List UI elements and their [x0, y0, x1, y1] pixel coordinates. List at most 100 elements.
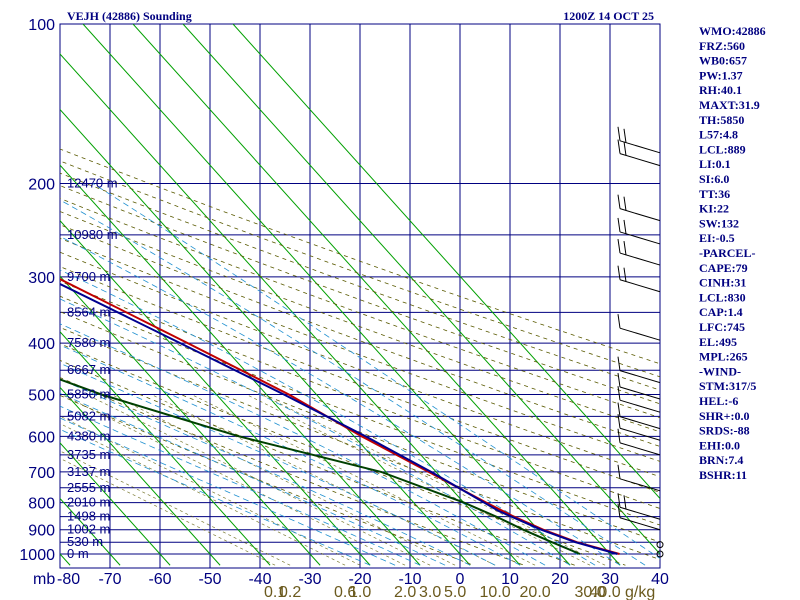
mixing-ratio-label: 0.6: [334, 584, 356, 600]
index-line: MAXT:31.9: [699, 98, 760, 112]
mixing-ratio-line: [60, 415, 361, 566]
isotherm-line: [60, 53, 521, 566]
wind-barb-staff: [619, 386, 661, 400]
moist-adiabat-line: [60, 417, 396, 566]
isotherm-line: [60, 219, 371, 566]
dry-adiabat-line: [60, 211, 660, 433]
wind-barb: [617, 238, 661, 266]
wind-barb-column: [617, 126, 664, 558]
height-label: 8564 m: [67, 304, 110, 319]
index-line: SW:132: [699, 216, 739, 230]
wind-barb: [617, 126, 661, 154]
temperature-tick-label: 0: [456, 571, 465, 588]
dry-adiabat-line: [60, 326, 660, 560]
moist-adiabat-line: [60, 428, 371, 566]
index-line: STM:317/5: [699, 379, 756, 393]
wind-barb-flag: [617, 493, 621, 508]
mixing-ratio-line: [151, 394, 496, 566]
temperature-tick-label: -80: [57, 571, 80, 588]
wind-barb: [617, 414, 661, 441]
mixing-ratio-label: 3.0: [419, 584, 441, 600]
wind-barb: [617, 493, 661, 520]
dry-adiabat-line: [60, 148, 660, 365]
mixing-ratio-label: 30.0: [575, 584, 606, 600]
wind-barb: [656, 550, 664, 558]
moist-adiabat-line: [60, 323, 546, 566]
wind-barb-flag: [623, 196, 627, 211]
wind-barb-flag: [617, 238, 621, 254]
mixing-ratio-line: [191, 394, 536, 566]
wind-barb-flag: [617, 503, 621, 518]
wind-barb-staff: [619, 506, 661, 520]
dry-adiabat-lines: [60, 148, 660, 566]
moist-adiabat-line: [60, 235, 621, 566]
dry-adiabat-line: [60, 377, 525, 566]
wind-barb: [617, 428, 661, 456]
temperature-tick-label: 40: [651, 571, 669, 588]
wind-barb-flag: [617, 402, 621, 417]
mixing-ratio-line: [246, 394, 591, 566]
pressure-tick-label: 300: [28, 270, 55, 287]
index-line: EHI:0.0: [699, 438, 740, 452]
wind-barb-staff: [619, 252, 661, 266]
index-line: CAP:1.4: [699, 305, 743, 319]
index-line: SRDS:-88: [699, 424, 750, 438]
wind-barb-staff: [619, 416, 661, 430]
temperature-tick-label: -70: [98, 571, 121, 588]
mixing-ratio-label: 2.0: [394, 584, 416, 600]
height-label: 6667 m: [67, 362, 110, 377]
index-line: L57:4.8: [699, 128, 738, 142]
parcel-line: [60, 282, 618, 555]
height-label: 530 m: [67, 534, 103, 549]
height-label: 5850 m: [67, 386, 110, 401]
isotherm-line: [60, 442, 171, 566]
wind-barb-flag: [623, 495, 627, 510]
isotherm-line: [60, 331, 271, 566]
isotherm-line: [60, 164, 421, 566]
wind-barb: [656, 541, 664, 549]
mixing-ratio-label: 1.0: [349, 584, 371, 600]
wind-barb-flag: [617, 265, 621, 280]
index-line: LI:0.1: [699, 157, 731, 171]
pressure-tick-label: 900: [28, 523, 55, 540]
wind-barb-flag: [617, 414, 621, 429]
height-label: 3137 m: [67, 464, 110, 479]
mixing-ratio-line: [111, 394, 456, 566]
dry-adiabat-line: [60, 266, 660, 493]
moist-adiabat-line: [60, 298, 571, 566]
index-line: LFC:745: [699, 320, 745, 334]
index-line: -PARCEL-: [699, 246, 755, 260]
height-label: 7580 m: [67, 335, 110, 350]
moist-adiabat-line: [60, 344, 521, 566]
height-label: 1498 m: [67, 509, 110, 524]
temperature-tick-label: -20: [348, 571, 371, 588]
temperature-tick-label: -40: [248, 571, 271, 588]
wind-barb-staff: [619, 327, 661, 341]
dry-adiabat-line: [60, 359, 575, 566]
index-line: TT:36: [699, 187, 730, 201]
mixing-ratio-label: 10.0: [480, 584, 511, 600]
height-label: 0 m: [67, 546, 89, 561]
wind-barb-staff: [619, 153, 661, 167]
index-line: WMO:42886: [699, 24, 766, 38]
height-label: 3735 m: [67, 447, 110, 462]
isotherm-line: [132, 24, 621, 566]
height-label: 1002 m: [67, 522, 110, 537]
mixing-ratio-label: 40.0: [590, 584, 621, 600]
isotherm-line: [60, 275, 321, 566]
wind-barb-flag: [617, 194, 621, 209]
isotherm-line: [60, 386, 221, 566]
height-label: 5082 m: [67, 408, 110, 423]
moist-adiabat-line: [60, 199, 646, 566]
wind-barb: [617, 464, 661, 492]
pressure-tick-label: 1000: [19, 547, 55, 564]
pressure-tick-label: 200: [28, 177, 55, 194]
wind-barb-flag: [617, 217, 621, 233]
index-line: SI:6.0: [699, 172, 729, 186]
sounding-profiles: [60, 277, 620, 555]
wind-barb-staff: [619, 279, 661, 293]
index-line: EI:-0.5: [699, 231, 735, 245]
index-line: CAPE:79: [699, 261, 748, 275]
